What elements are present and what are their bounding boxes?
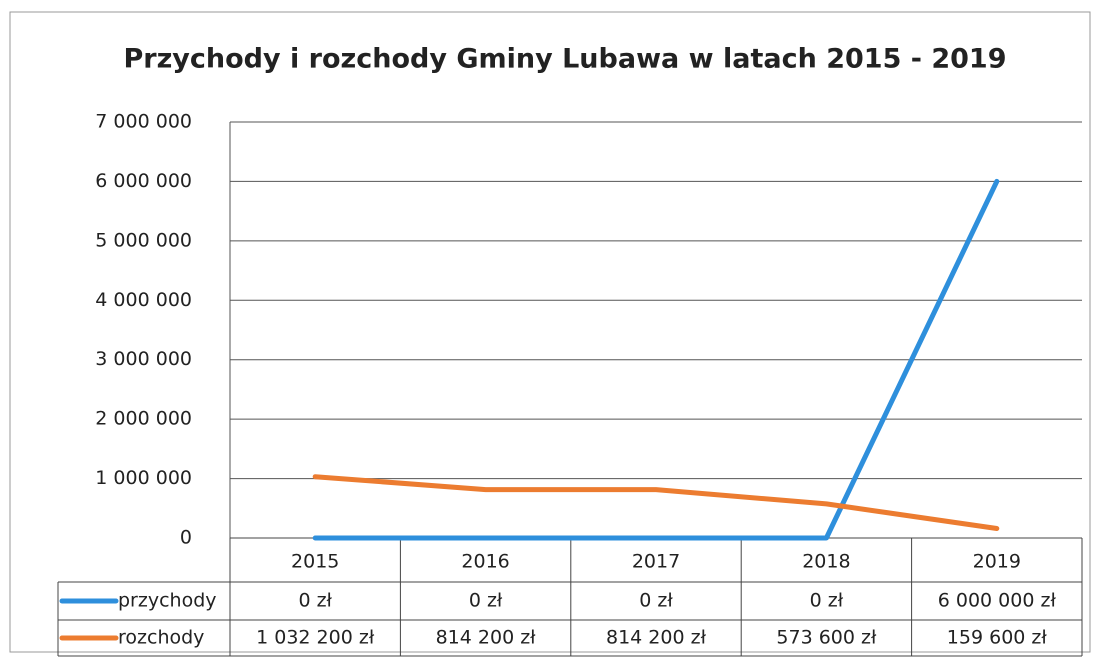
data-label: 1 032 200 zł	[256, 627, 375, 649]
data-label: 0 zł	[639, 590, 673, 612]
line-series	[312, 474, 1000, 531]
legend-label: przychody	[118, 590, 217, 612]
data-label: 814 200 zł	[436, 627, 537, 649]
y-tick-label: 1 000 000	[95, 467, 192, 489]
x-tick-label: 2015	[291, 551, 339, 573]
y-tick-label: 2 000 000	[95, 408, 192, 430]
data-label: 0 zł	[810, 590, 844, 612]
data-label: 0 zł	[469, 590, 503, 612]
y-tick-label: 5 000 000	[95, 229, 192, 251]
chart-border	[9, 11, 1091, 653]
x-tick-label: 2016	[461, 551, 509, 573]
line-series	[312, 178, 1000, 541]
chart-title: Przychody i rozchody Gminy Lubawa w lata…	[123, 44, 1006, 75]
y-tick-label: 7 000 000	[95, 111, 192, 133]
data-label: 0 zł	[298, 590, 332, 612]
legend-label: rozchody	[118, 627, 204, 649]
data-label: 573 600 zł	[776, 627, 877, 649]
y-tick-label: 3 000 000	[95, 348, 192, 370]
x-tick-label: 2018	[802, 551, 850, 573]
data-label: 6 000 000 zł	[938, 590, 1057, 612]
data-label: 159 600 zł	[947, 627, 1048, 649]
data-label: 814 200 zł	[606, 627, 707, 649]
y-tick-label: 4 000 000	[95, 289, 192, 311]
x-tick-label: 2019	[973, 551, 1021, 573]
y-tick-label: 0	[180, 527, 192, 549]
y-tick-label: 6 000 000	[95, 170, 192, 192]
x-tick-label: 2017	[632, 551, 680, 573]
